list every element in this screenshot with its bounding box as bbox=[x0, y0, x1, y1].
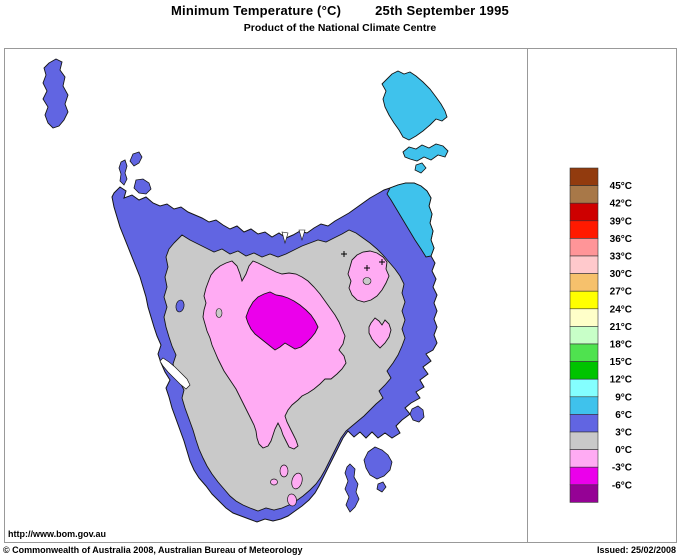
tasman-peninsula-region bbox=[363, 446, 393, 480]
station-marker-icon bbox=[341, 251, 347, 257]
port-sorell-inlet bbox=[298, 229, 306, 242]
king-island-region bbox=[42, 58, 69, 129]
three-hummock-island-region bbox=[129, 151, 143, 167]
legend-tick-label: -3°C bbox=[612, 463, 632, 474]
legend-tick-label: 0°C bbox=[615, 445, 632, 456]
issued-date-text: Issued: 25/02/2008 bbox=[596, 545, 676, 555]
legend-swatch bbox=[569, 484, 599, 503]
northeast-tip-region bbox=[386, 182, 435, 258]
legend-swatch bbox=[569, 466, 599, 486]
macquarie-harbour-inlet bbox=[159, 357, 191, 390]
bom-url-text: http://www.bom.gov.au bbox=[8, 529, 106, 539]
cape-barren-island-region bbox=[402, 143, 449, 162]
west-lake-blob bbox=[175, 299, 185, 313]
legend-tick-label: 33°C bbox=[610, 252, 632, 263]
legend-swatch bbox=[569, 185, 599, 204]
legend-tick-label: 3°C bbox=[615, 428, 632, 439]
south-pink-blob-3 bbox=[270, 478, 278, 486]
legend-tick-label: 6°C bbox=[615, 410, 632, 421]
legend-tick-label: 9°C bbox=[615, 392, 632, 403]
legend-tick-label: 21°C bbox=[610, 322, 632, 333]
legend-swatch bbox=[569, 343, 599, 362]
copyright-text: © Commonwealth of Australia 2008, Austra… bbox=[3, 545, 303, 555]
legend-swatch bbox=[569, 273, 599, 292]
bruny-island-region bbox=[344, 463, 360, 513]
legend-swatch bbox=[569, 308, 599, 327]
tamar-inlet bbox=[281, 231, 289, 245]
central-plateau-region bbox=[202, 260, 347, 450]
eastern-tiers-pink-blob bbox=[368, 317, 392, 349]
flinders-island-region bbox=[381, 70, 448, 141]
legend-swatch bbox=[569, 431, 599, 450]
station-marker-icon bbox=[379, 259, 385, 265]
legend-tick-label: 18°C bbox=[610, 340, 632, 351]
clarke-island-region bbox=[414, 162, 427, 174]
legend-swatch bbox=[569, 238, 599, 257]
station-marker-icon bbox=[364, 265, 370, 271]
northeast-highlands-region bbox=[347, 250, 390, 303]
legend-swatch bbox=[569, 449, 599, 468]
page-date: 25th September 1995 bbox=[375, 3, 509, 18]
robbins-island-region bbox=[133, 178, 152, 195]
legend-swatch bbox=[569, 255, 599, 274]
legend-swatch bbox=[569, 378, 599, 398]
legend-tick-label: 30°C bbox=[610, 269, 632, 280]
legend-swatch bbox=[569, 326, 599, 345]
legend-swatch bbox=[569, 290, 599, 310]
south-pink-blob-2 bbox=[291, 472, 303, 490]
legend-tick-label: 12°C bbox=[610, 375, 632, 386]
south-pink-blob-4 bbox=[287, 493, 297, 507]
legend-tick-label: 45°C bbox=[610, 181, 632, 192]
legend-swatch bbox=[569, 167, 599, 186]
legend-tick-label: 42°C bbox=[610, 199, 632, 210]
legend-tick-label: -6°C bbox=[612, 480, 632, 491]
hunter-island-region bbox=[118, 159, 128, 186]
gray-hole-in-central-pink bbox=[215, 308, 223, 318]
highlands-core-region bbox=[245, 291, 319, 351]
legend-swatch bbox=[569, 220, 599, 239]
map-frame bbox=[4, 48, 677, 543]
legend-tick-label: 15°C bbox=[610, 357, 632, 368]
legend-tick-label: 24°C bbox=[610, 304, 632, 315]
gray-hole-in-northeast-pink bbox=[362, 277, 372, 285]
legend-tick-label: 27°C bbox=[610, 287, 632, 298]
title-row: Minimum Temperature (°C) 25th September … bbox=[0, 3, 680, 18]
legend-swatch bbox=[569, 202, 599, 222]
legend-tick-label: 39°C bbox=[610, 216, 632, 227]
south-pink-blob-1 bbox=[279, 464, 289, 478]
southeast-islet-region bbox=[376, 481, 387, 493]
legend-swatch bbox=[569, 361, 599, 380]
page-subtitle: Product of the National Climate Centre bbox=[243, 22, 437, 34]
page-title: Minimum Temperature (°C) bbox=[171, 3, 342, 18]
legend-tick-label: 36°C bbox=[610, 234, 632, 245]
legend-swatch bbox=[569, 414, 599, 433]
maria-island-region bbox=[409, 405, 425, 423]
temperature-legend: 45°C 42°C 39°C 36°C 33°C 30°C 27°C 24°C … bbox=[569, 167, 632, 503]
legend-swatch bbox=[569, 396, 599, 415]
